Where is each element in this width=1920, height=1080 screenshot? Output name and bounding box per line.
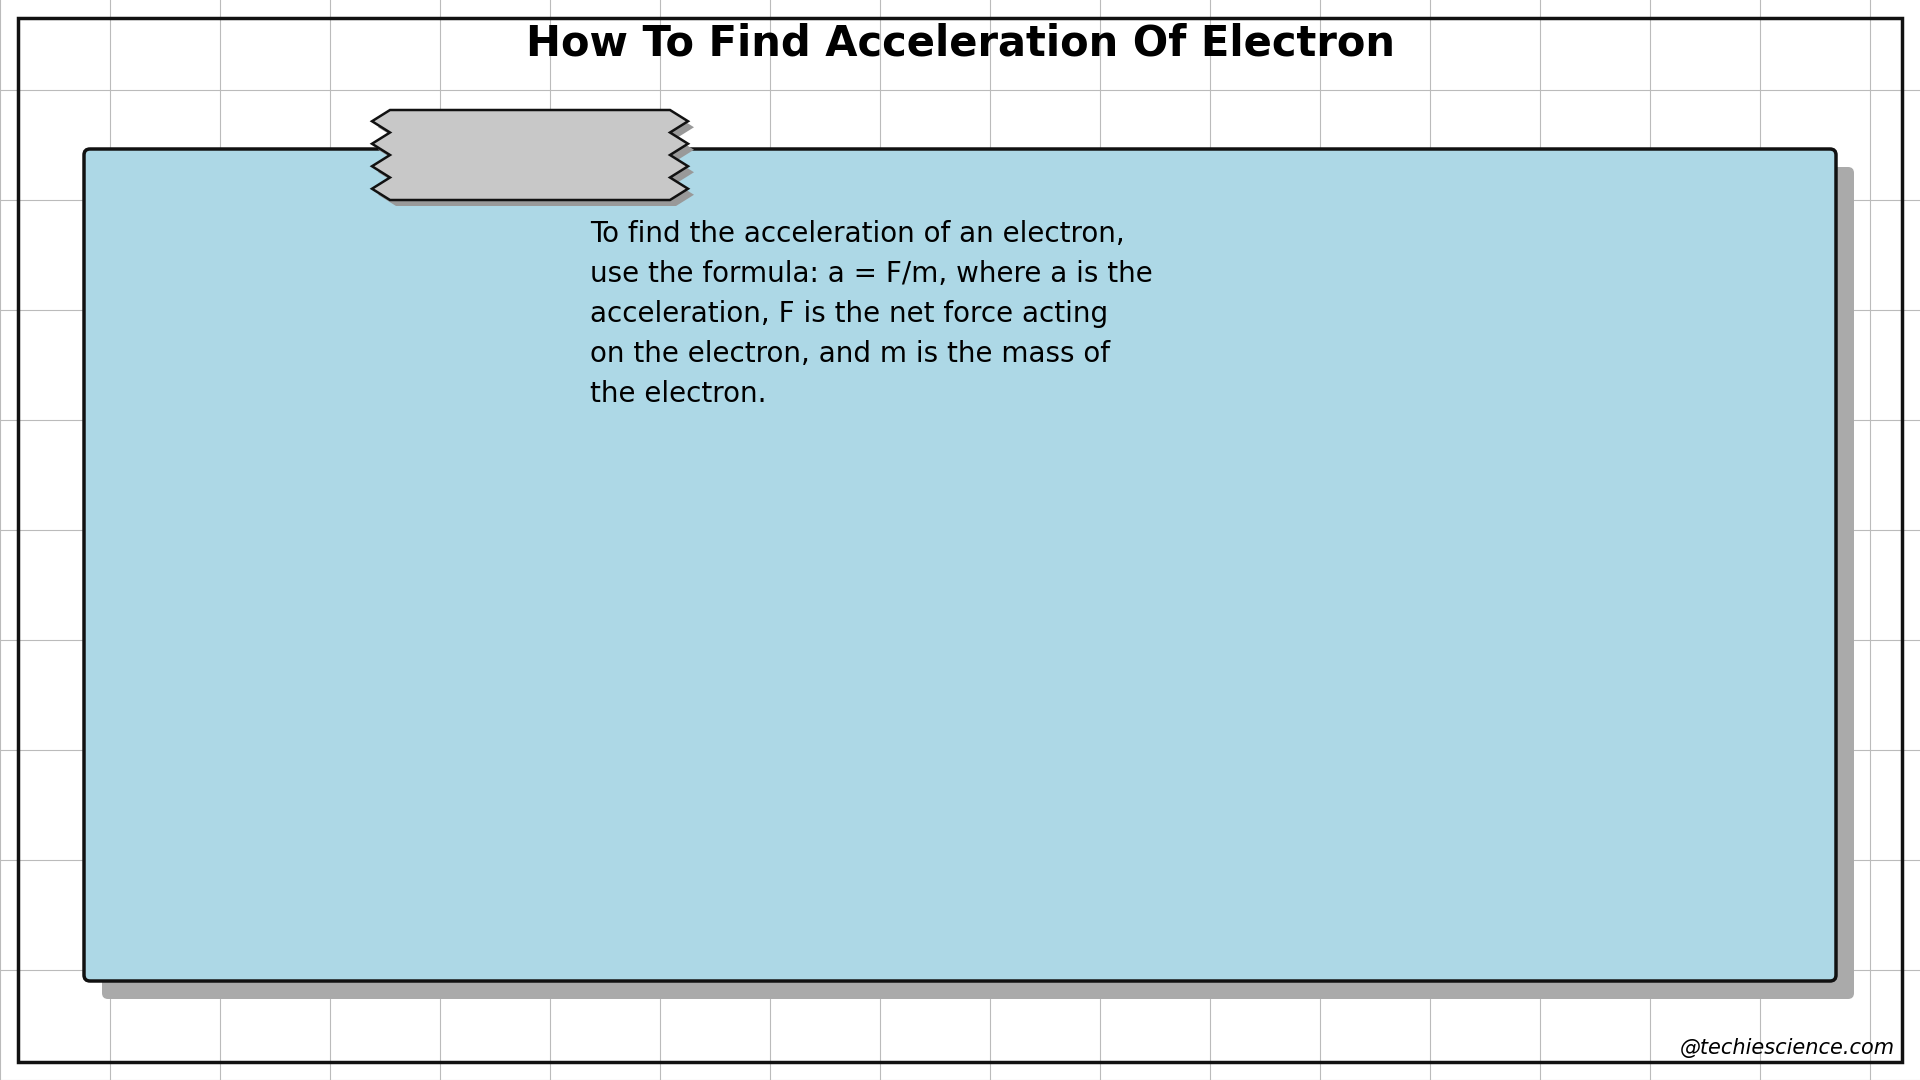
Text: To find the acceleration of an electron,
use the formula: a = F/m, where a is th: To find the acceleration of an electron,… bbox=[589, 220, 1152, 408]
Polygon shape bbox=[372, 110, 687, 200]
Text: @techiescience.com: @techiescience.com bbox=[1680, 1038, 1895, 1058]
FancyBboxPatch shape bbox=[102, 167, 1855, 999]
FancyBboxPatch shape bbox=[84, 149, 1836, 981]
Text: How To Find Acceleration Of Electron: How To Find Acceleration Of Electron bbox=[526, 22, 1394, 64]
Polygon shape bbox=[378, 116, 693, 206]
